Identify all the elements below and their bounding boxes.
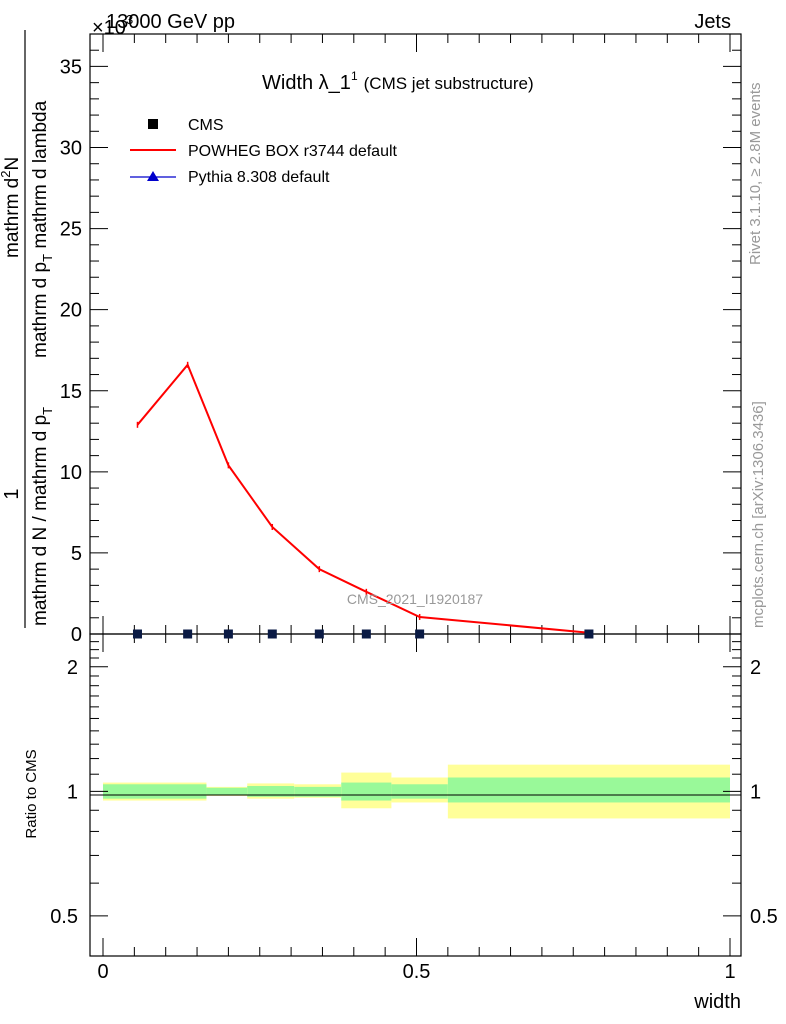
y-label-numerator2: mathrm d2N <box>0 157 23 258</box>
header-energy: 13000 GeV pp <box>106 11 235 33</box>
cms-point <box>314 629 324 639</box>
x-tick-label: 0 <box>97 961 108 983</box>
x-tick-label: 0.5 <box>403 961 431 983</box>
header-jets: Jets <box>694 11 731 33</box>
y-tick-label: 10 <box>60 462 82 484</box>
powheg-line <box>136 362 590 634</box>
y-tick-label: 35 <box>60 56 82 78</box>
cms-point <box>361 629 371 639</box>
ratio-inner-band-5 <box>391 784 448 799</box>
ratio-inner-band-3 <box>294 786 342 797</box>
legend-powheg-label: POWHEG BOX r3744 default <box>188 143 398 160</box>
rivet-info: Rivet 3.1.10, ≥ 2.8M events <box>747 83 764 266</box>
ratio-axis-label: Ratio to CMS <box>23 749 40 838</box>
plot-title: Width λ_11 (CMS jet substructure) <box>262 69 534 94</box>
ratio-y-axis: 0.5 1 2 0.5 1 2 <box>50 641 778 928</box>
ratio-bands <box>103 764 730 819</box>
cms-point <box>223 629 233 639</box>
ratio-inner-band-6 <box>447 777 730 803</box>
legend-cms-marker <box>148 119 158 129</box>
ratio-tick-label-left: 2 <box>67 657 78 679</box>
ratio-tick-label-right: 1 <box>750 781 761 803</box>
series-layer <box>132 361 594 639</box>
ratio-inner-band-2 <box>247 786 295 797</box>
ratio-inner-band-1 <box>206 787 248 795</box>
legend: CMS POWHEG BOX r3744 default Pythia 8.30… <box>130 117 398 186</box>
legend-cms-label: CMS <box>188 117 224 134</box>
cms-point <box>415 629 425 639</box>
ratio-tick-label-right: 2 <box>750 657 761 679</box>
cms-point <box>267 629 277 639</box>
legend-pythia-marker <box>147 171 159 181</box>
y-label-one: 1 <box>1 488 23 499</box>
x-axis-label: width <box>693 991 741 1013</box>
main-y-axis: 0 5 10 15 20 25 30 35 <box>60 33 741 646</box>
mcplots-info: mcplots.cern.ch [arXiv:1306.3436] <box>750 401 767 628</box>
cms-point <box>132 629 142 639</box>
y-label-denominator: mathrm d N / mathrm d pT <box>30 407 55 626</box>
ratio-tick-label-left: 1 <box>67 781 78 803</box>
y-tick-label: 25 <box>60 219 82 241</box>
cms-point <box>584 629 594 639</box>
y-tick-label: 0 <box>71 624 82 646</box>
y-tick-label: 30 <box>60 138 82 160</box>
y-tick-label: 15 <box>60 381 82 403</box>
x-tick-label: 1 <box>724 961 735 983</box>
y-label-denominator2: mathrm d pT mathrm d lambda <box>30 100 55 358</box>
cms-point <box>183 629 193 639</box>
ratio-inner-band-4 <box>341 782 392 801</box>
legend-pythia-label: Pythia 8.308 default <box>188 169 330 186</box>
ratio-tick-label-left: 0.5 <box>50 906 78 928</box>
header-exponent: ×103 <box>92 12 133 39</box>
ratio-tick-label-right: 0.5 <box>750 906 778 928</box>
y-tick-label: 20 <box>60 300 82 322</box>
y-axis-label: 1 mathrm d N / mathrm d pT mathrm d2N ma… <box>0 30 55 628</box>
watermark: CMS_2021_I1920187 <box>347 591 483 607</box>
ratio-inner-band-0 <box>103 784 207 799</box>
y-tick-label: 5 <box>71 543 82 565</box>
